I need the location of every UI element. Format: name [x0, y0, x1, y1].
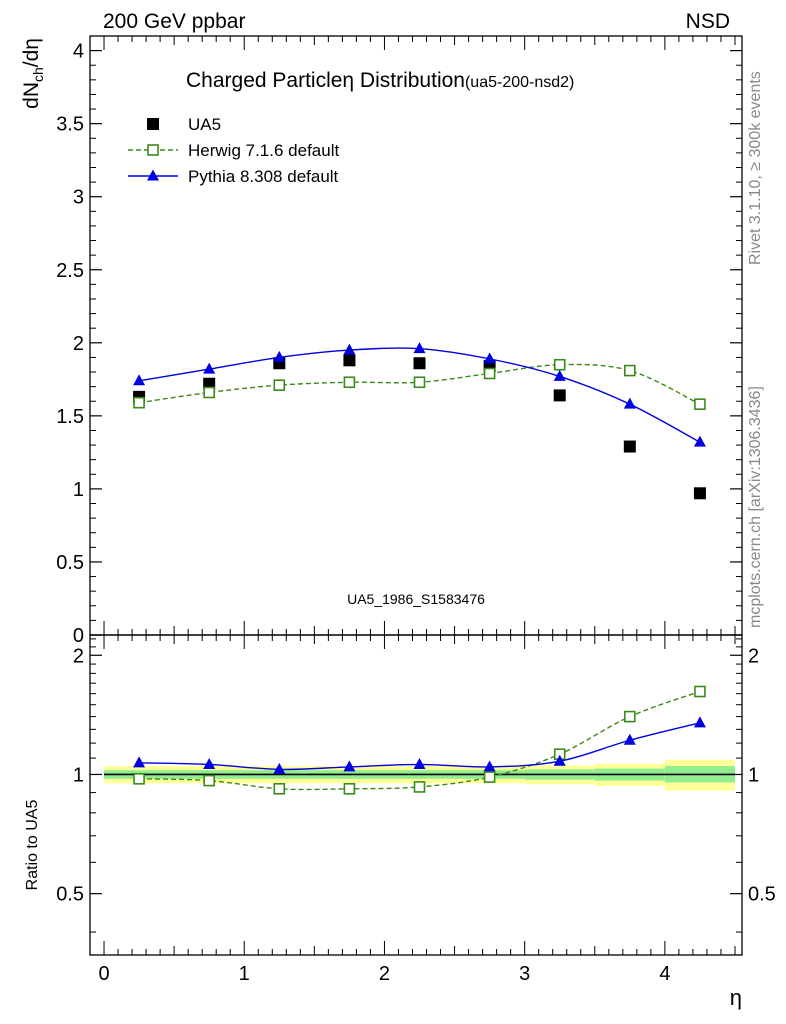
y-tick-label: 1.5 [56, 406, 84, 428]
data-point [273, 350, 286, 362]
ratio-series-triangle-filled [133, 716, 706, 774]
ratio-y-tick-label-right: 0.5 [748, 884, 776, 906]
data-point [133, 374, 146, 386]
ratio-frame [89, 634, 743, 956]
data-point [624, 364, 636, 377]
x-tick-label: 0 [98, 963, 109, 985]
ratio-data-point [413, 781, 426, 793]
ratio-data-point [483, 760, 496, 772]
ratio-panel: 0.5 0.5 1 1 2 2 0 1 2 3 4 η Ratio to UA5 [24, 634, 776, 1010]
data-point [623, 397, 636, 409]
data-point [133, 396, 145, 409]
x-tick-label: 4 [659, 963, 670, 985]
data-point [623, 440, 636, 453]
header-left: 200 GeV ppbar [103, 10, 245, 33]
y-tick-label: 2 [73, 333, 84, 355]
data-point [693, 435, 706, 447]
y-tick-label: 0 [73, 625, 84, 647]
y-tick-label: 3.5 [56, 114, 84, 136]
ratio-data-point [694, 685, 706, 698]
data-point [343, 354, 356, 367]
x-tick-label: 2 [379, 963, 390, 985]
ratio-data-point [273, 782, 286, 795]
chart-title: Charged Particleη Distribution(ua5-200-n… [186, 69, 574, 92]
rivet-label: Rivet 3.1.10, ≥ 300k events [747, 71, 764, 265]
legend-label: Pythia 8.308 default [188, 167, 339, 186]
y-tick-label: 0.5 [56, 552, 84, 574]
data-point [203, 386, 215, 399]
data-point [343, 376, 356, 389]
ratio-data-point [343, 782, 356, 795]
legend-label: UA5 [188, 115, 221, 134]
x-axis-label: η [730, 985, 742, 1010]
data-point [413, 357, 426, 370]
x-tick-label: 3 [519, 963, 530, 985]
data-point [483, 352, 496, 364]
ratio-data-point [343, 760, 356, 772]
data-point [203, 362, 216, 374]
ratio-data-point [413, 757, 426, 769]
data-point [694, 398, 706, 410]
data-point [413, 376, 426, 389]
ratio-data-point [553, 754, 566, 766]
legend: UA5 Herwig 7.1.6 default Pythia 8.308 defa… [128, 115, 339, 186]
ratio-data-point [203, 757, 216, 769]
data-point [273, 379, 286, 391]
series-square-filled [133, 354, 706, 500]
legend-marker [147, 118, 159, 130]
series-triangle-filled [133, 342, 706, 447]
y-tick-label: 1 [73, 479, 84, 501]
y-tick-label: 3 [73, 187, 84, 209]
watermark: UA5_1986_S1583476 [347, 591, 485, 607]
ratio-y-tick-label: 0.5 [56, 884, 84, 906]
main-panel: 0 0.5 1 1.5 2 2.5 3 3.5 4 dNch/dη Charged Particle… [20, 35, 743, 647]
y-tick-label: 2.5 [56, 260, 84, 282]
data-point [553, 358, 566, 371]
mcplots-label: mcplots.cern.ch [arXiv:1306.3436] [747, 386, 764, 628]
legend-marker [147, 144, 159, 156]
ratio-series-square-open [133, 685, 706, 795]
data-point [483, 367, 496, 380]
ratio-y-tick-label: 2 [73, 645, 84, 667]
y-tick-label: 4 [73, 41, 84, 63]
y-axis-label: dNch/dη [20, 38, 46, 109]
series-square-open [133, 358, 706, 410]
ratio-data-point [133, 773, 145, 785]
header-right: NSD [686, 10, 730, 33]
ratio-data-point [203, 774, 215, 787]
data-point [553, 389, 566, 402]
ratio-data-point [624, 710, 636, 723]
x-tick-label: 1 [239, 963, 250, 985]
legend-marker [147, 169, 159, 181]
data-point [693, 487, 706, 500]
data-point [553, 369, 566, 381]
ratio-y-tick-label-right: 1 [748, 764, 759, 786]
ratio-y-axis-label: Ratio to UA5 [24, 800, 41, 891]
data-point [413, 342, 426, 354]
ratio-y-tick-label: 1 [73, 764, 84, 786]
data-point [343, 343, 356, 355]
ratio-data-point [693, 716, 706, 728]
ratio-data-point [273, 762, 286, 774]
ratio-data-point [483, 771, 496, 783]
ratio-data-point [133, 756, 146, 768]
legend-label: Herwig 7.1.6 default [188, 141, 339, 160]
ratio-y-tick-label-right: 2 [748, 645, 759, 667]
ratio-data-point [623, 733, 636, 745]
